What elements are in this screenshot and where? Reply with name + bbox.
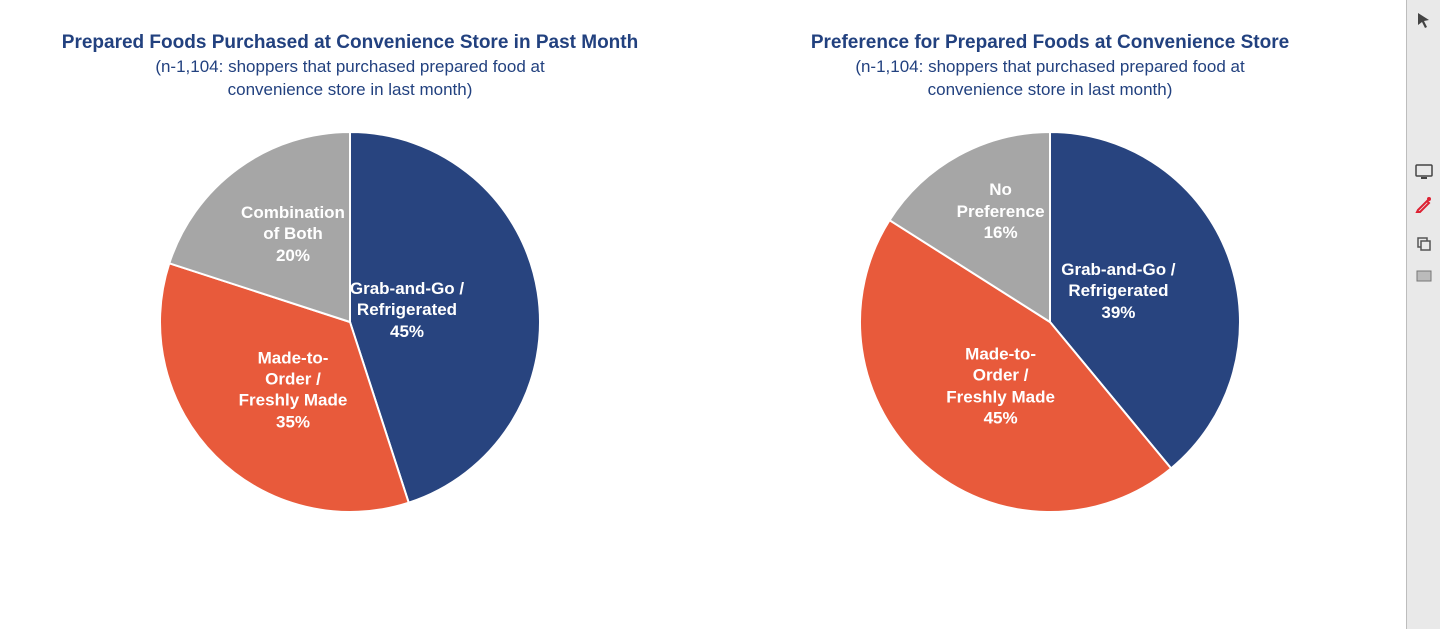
chart-panel-purchased: Prepared Foods Purchased at Convenience … xyxy=(30,30,670,512)
chart-panel-preference: Preference for Prepared Foods at Conveni… xyxy=(730,30,1370,512)
screen-tool-icon[interactable] xyxy=(1409,158,1439,186)
chart-subtitle: (n-1,104: shoppers that purchased prepar… xyxy=(155,56,544,102)
chart-title: Preference for Prepared Foods at Conveni… xyxy=(811,30,1289,56)
chart-subtitle: (n-1,104: shoppers that purchased prepar… xyxy=(855,56,1244,102)
pie-svg xyxy=(860,132,1240,512)
color-picker-icon[interactable] xyxy=(1409,190,1439,218)
pie-svg xyxy=(160,132,540,512)
charts-row: Prepared Foods Purchased at Convenience … xyxy=(0,0,1400,629)
copy-tool-icon[interactable] xyxy=(1409,230,1439,258)
right-toolbar xyxy=(1406,0,1440,629)
pointer-tool-icon[interactable] xyxy=(1409,6,1439,34)
pie-chart-purchased: Grab-and-Go / Refrigerated 45%Made-to- O… xyxy=(160,132,540,512)
pie-chart-preference: Grab-and-Go / Refrigerated 39%Made-to- O… xyxy=(860,132,1240,512)
rectangle-tool-icon[interactable] xyxy=(1409,262,1439,290)
chart-title: Prepared Foods Purchased at Convenience … xyxy=(62,30,638,56)
